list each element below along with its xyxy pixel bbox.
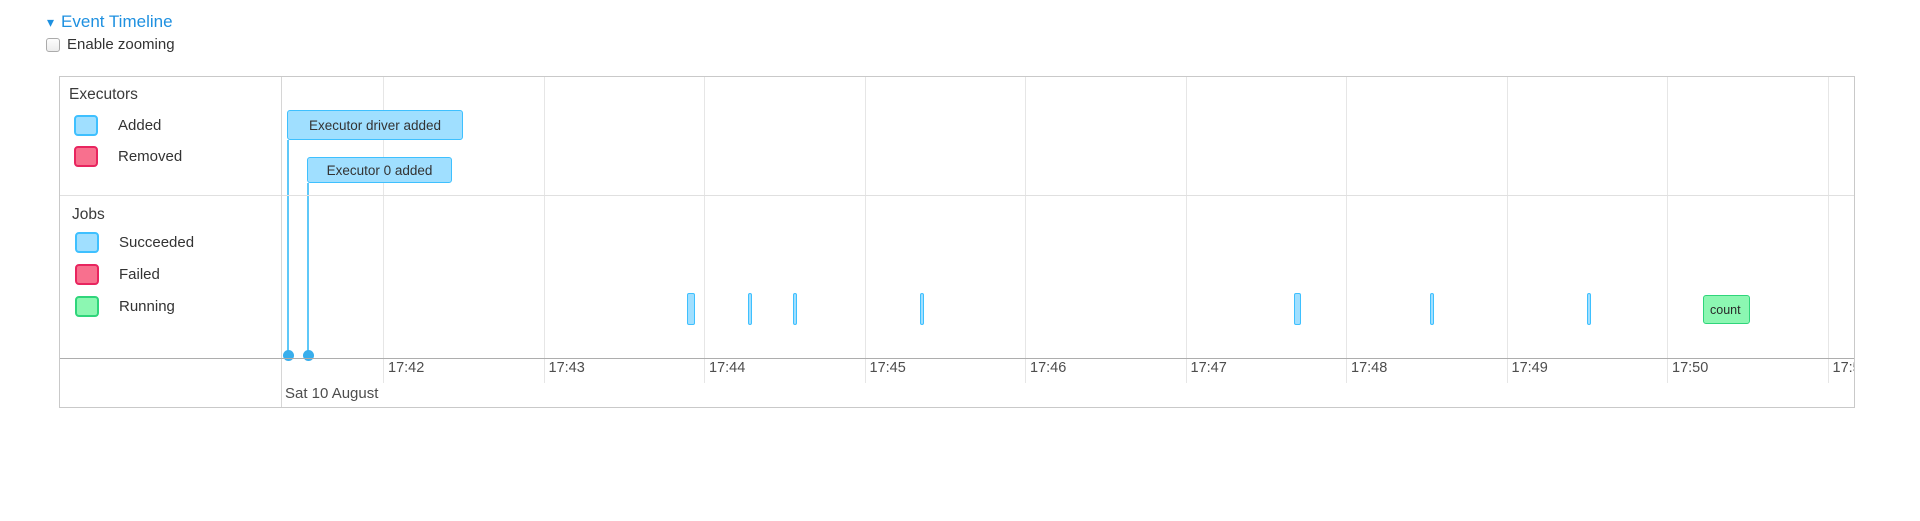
event-dot — [282, 349, 294, 361]
gridline — [383, 77, 384, 383]
event-timeline-toggle[interactable]: ▾ Event Timeline — [47, 12, 173, 32]
group-title-jobs: Jobs — [72, 206, 105, 223]
gridline — [704, 77, 705, 383]
enable-zooming-row: Enable zooming — [46, 36, 175, 53]
running-swatch-icon — [75, 296, 99, 317]
gridline — [543, 77, 545, 383]
group-title-executors: Executors — [69, 86, 138, 103]
axis-minor-label: 17:46 — [1030, 360, 1067, 376]
legend-chart-separator — [281, 77, 282, 407]
enable-zooming-checkbox[interactable] — [46, 37, 60, 52]
axis-minor-label: 17:49 — [1511, 360, 1548, 376]
group-divider — [60, 195, 1854, 196]
job-bar[interactable] — [748, 293, 752, 325]
legend-item-removed: Removed — [74, 146, 182, 167]
axis-minor-label: 17:44 — [709, 360, 746, 376]
executor-event-box[interactable]: Executor driver added — [287, 110, 463, 140]
axis-minor-label: 17:42 — [388, 360, 425, 376]
running-job-bar[interactable]: count — [1703, 295, 1750, 324]
axis-minor-label: 17:51 — [1832, 360, 1855, 376]
job-bar[interactable] — [793, 293, 797, 325]
legend-item-succeeded: Succeeded — [75, 232, 194, 253]
axis-minor-label: 17:50 — [1672, 360, 1709, 376]
axis-minor-label: 17:45 — [869, 360, 906, 376]
job-bar[interactable] — [1587, 293, 1591, 325]
caret-down-icon: ▾ — [47, 14, 55, 30]
enable-zooming-label: Enable zooming — [67, 36, 175, 53]
page-title: Event Timeline — [61, 12, 173, 31]
timeline-panel: Executors Added Removed Jobs Succeeded F… — [59, 76, 1855, 408]
executor-event-box[interactable]: Executor 0 added — [307, 157, 452, 183]
legend-item-running: Running — [75, 296, 175, 317]
event-line — [287, 140, 289, 358]
event-dot — [302, 349, 314, 361]
job-bar[interactable] — [1294, 293, 1301, 325]
gridline — [1506, 77, 1508, 383]
gridline — [864, 77, 866, 383]
removed-swatch-icon — [74, 146, 98, 167]
gridline — [1667, 77, 1668, 383]
added-swatch-icon — [74, 115, 98, 136]
gridline — [1185, 77, 1187, 383]
failed-swatch-icon — [75, 264, 99, 285]
job-bar[interactable] — [1430, 293, 1434, 325]
axis-minor-label: 17:48 — [1351, 360, 1388, 376]
gridline — [1827, 77, 1829, 383]
axis-minor-label: 17:43 — [548, 360, 585, 376]
event-line — [307, 183, 309, 358]
job-bar[interactable] — [687, 293, 695, 325]
job-bar[interactable] — [920, 293, 924, 325]
succeeded-swatch-icon — [75, 232, 99, 253]
legend-item-failed: Failed — [75, 264, 160, 285]
legend-item-added: Added — [74, 115, 161, 136]
axis-major-label: Sat 10 August — [285, 385, 379, 402]
time-axis-line — [60, 358, 1854, 359]
gridline — [1025, 77, 1026, 383]
axis-minor-label: 17:47 — [1190, 360, 1227, 376]
gridline — [1346, 77, 1347, 383]
